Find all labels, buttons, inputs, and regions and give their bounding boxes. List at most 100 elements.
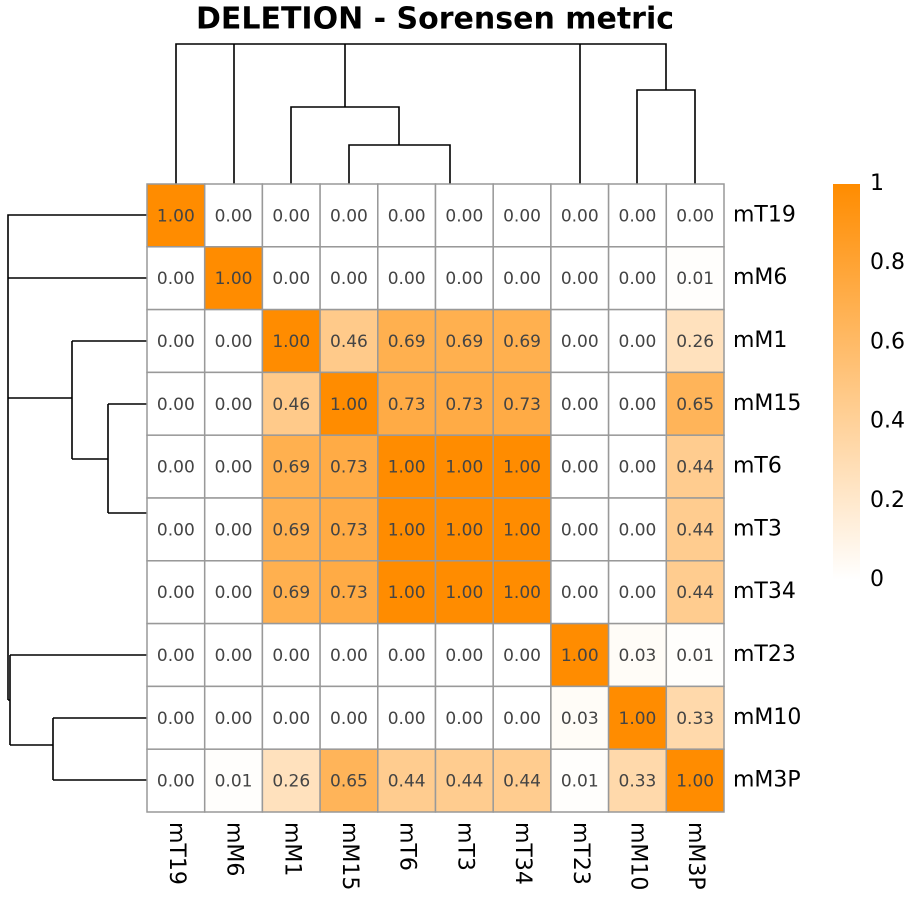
cell: [146, 371, 206, 436]
row-label: mM6: [733, 265, 787, 290]
cell-label: 0.73: [388, 395, 426, 415]
cell-label: 0.69: [388, 332, 426, 352]
cell: [665, 183, 725, 248]
cell-label: 0.00: [561, 332, 599, 352]
cell-label: 0.00: [445, 646, 483, 666]
cell: [550, 183, 610, 248]
cell: [434, 622, 494, 688]
cell: [203, 246, 264, 311]
cell: [434, 748, 494, 813]
cell-label: 0.69: [272, 520, 310, 540]
cell: [550, 622, 610, 688]
cell: [319, 685, 379, 750]
cell-label: 0.44: [503, 772, 541, 792]
column-label: mM15: [337, 822, 362, 890]
row-label: mM10: [733, 705, 801, 730]
cell: [434, 560, 494, 625]
cell-label: 0.33: [676, 709, 714, 729]
cell-label: 0.00: [503, 646, 541, 666]
cell-label: 0.00: [503, 709, 541, 729]
cell: [550, 308, 610, 374]
cell-label: 0.00: [215, 332, 253, 352]
cell-label: 0.00: [619, 332, 657, 352]
cell-label: 0.00: [561, 269, 599, 289]
cell: [261, 685, 321, 750]
cell: [434, 246, 494, 311]
cell-label: 1.00: [503, 458, 541, 478]
cell: [261, 622, 321, 688]
cell-label: 0.00: [157, 395, 195, 415]
cell: [146, 560, 206, 625]
cell: [261, 748, 321, 813]
cell-label: 0.01: [676, 269, 714, 289]
cell-label: 1.00: [272, 332, 310, 352]
cell: [319, 622, 379, 688]
cell: [665, 560, 725, 625]
cell-label: 0.00: [330, 709, 368, 729]
cell-label: 0.00: [272, 206, 310, 226]
cell-label: 0.00: [330, 269, 368, 289]
cell: [377, 748, 437, 813]
cell-label: 1.00: [503, 583, 541, 603]
cell-label: 0.73: [503, 395, 541, 415]
cell-label: 1.00: [388, 583, 426, 603]
cell: [319, 560, 379, 625]
cell: [203, 308, 264, 374]
cell-label: 0.00: [215, 206, 253, 226]
cell-label: 0.00: [503, 206, 541, 226]
cell-label: 0.00: [157, 646, 195, 666]
cell-label: 0.00: [215, 646, 253, 666]
cell-label: 0.00: [561, 583, 599, 603]
cell: [665, 308, 725, 374]
cell-label: 0.65: [330, 772, 368, 792]
cell: [607, 560, 668, 625]
cell-label: 0.00: [676, 206, 714, 226]
cell-label: 0.44: [388, 772, 426, 792]
cell-label: 0.01: [676, 646, 714, 666]
column-label: mM6: [222, 822, 247, 876]
row-label: mT19: [733, 202, 796, 227]
cell-label: 1.00: [445, 458, 483, 478]
row-label: mT23: [733, 642, 796, 667]
cell-label: 0.00: [272, 709, 310, 729]
cell: [550, 434, 610, 499]
cell-label: 0.00: [619, 269, 657, 289]
cell: [607, 622, 668, 688]
cell: [434, 497, 494, 562]
cell: [550, 560, 610, 625]
cell: [492, 371, 552, 436]
cell: [146, 497, 206, 562]
colorbar-tick-label: 0.6: [870, 329, 905, 354]
cell-label: 0.00: [215, 583, 253, 603]
cell-label: 0.00: [619, 520, 657, 540]
cell: [377, 434, 437, 499]
cell-label: 0.00: [388, 206, 426, 226]
row-label: mM1: [733, 328, 787, 353]
cell: [434, 434, 494, 499]
cell-label: 0.00: [445, 709, 483, 729]
cell-label: 0.33: [619, 772, 657, 792]
cell-label: 0.44: [445, 772, 483, 792]
cell: [550, 685, 610, 750]
cell-label: 0.46: [272, 395, 310, 415]
cell-label: 0.00: [388, 269, 426, 289]
colorbar-tick-label: 0.4: [870, 409, 905, 434]
cell: [377, 685, 437, 750]
cell: [665, 371, 725, 436]
cell: [607, 685, 668, 750]
cell-label: 0.00: [330, 206, 368, 226]
row-label: mM15: [733, 391, 801, 416]
cell: [665, 434, 725, 499]
cell-label: 1.00: [503, 520, 541, 540]
cell-label: 0.00: [503, 269, 541, 289]
cell-label: 1.00: [561, 646, 599, 666]
cell-label: 0.03: [561, 709, 599, 729]
cell-label: 0.69: [272, 583, 310, 603]
cell-label: 0.00: [388, 709, 426, 729]
row-label: mM3P: [733, 768, 801, 793]
cell-label: 0.00: [388, 646, 426, 666]
cell: [203, 685, 264, 750]
cell-label: 0.65: [676, 395, 714, 415]
cell-label: 0.26: [272, 772, 310, 792]
cell: [203, 748, 264, 813]
